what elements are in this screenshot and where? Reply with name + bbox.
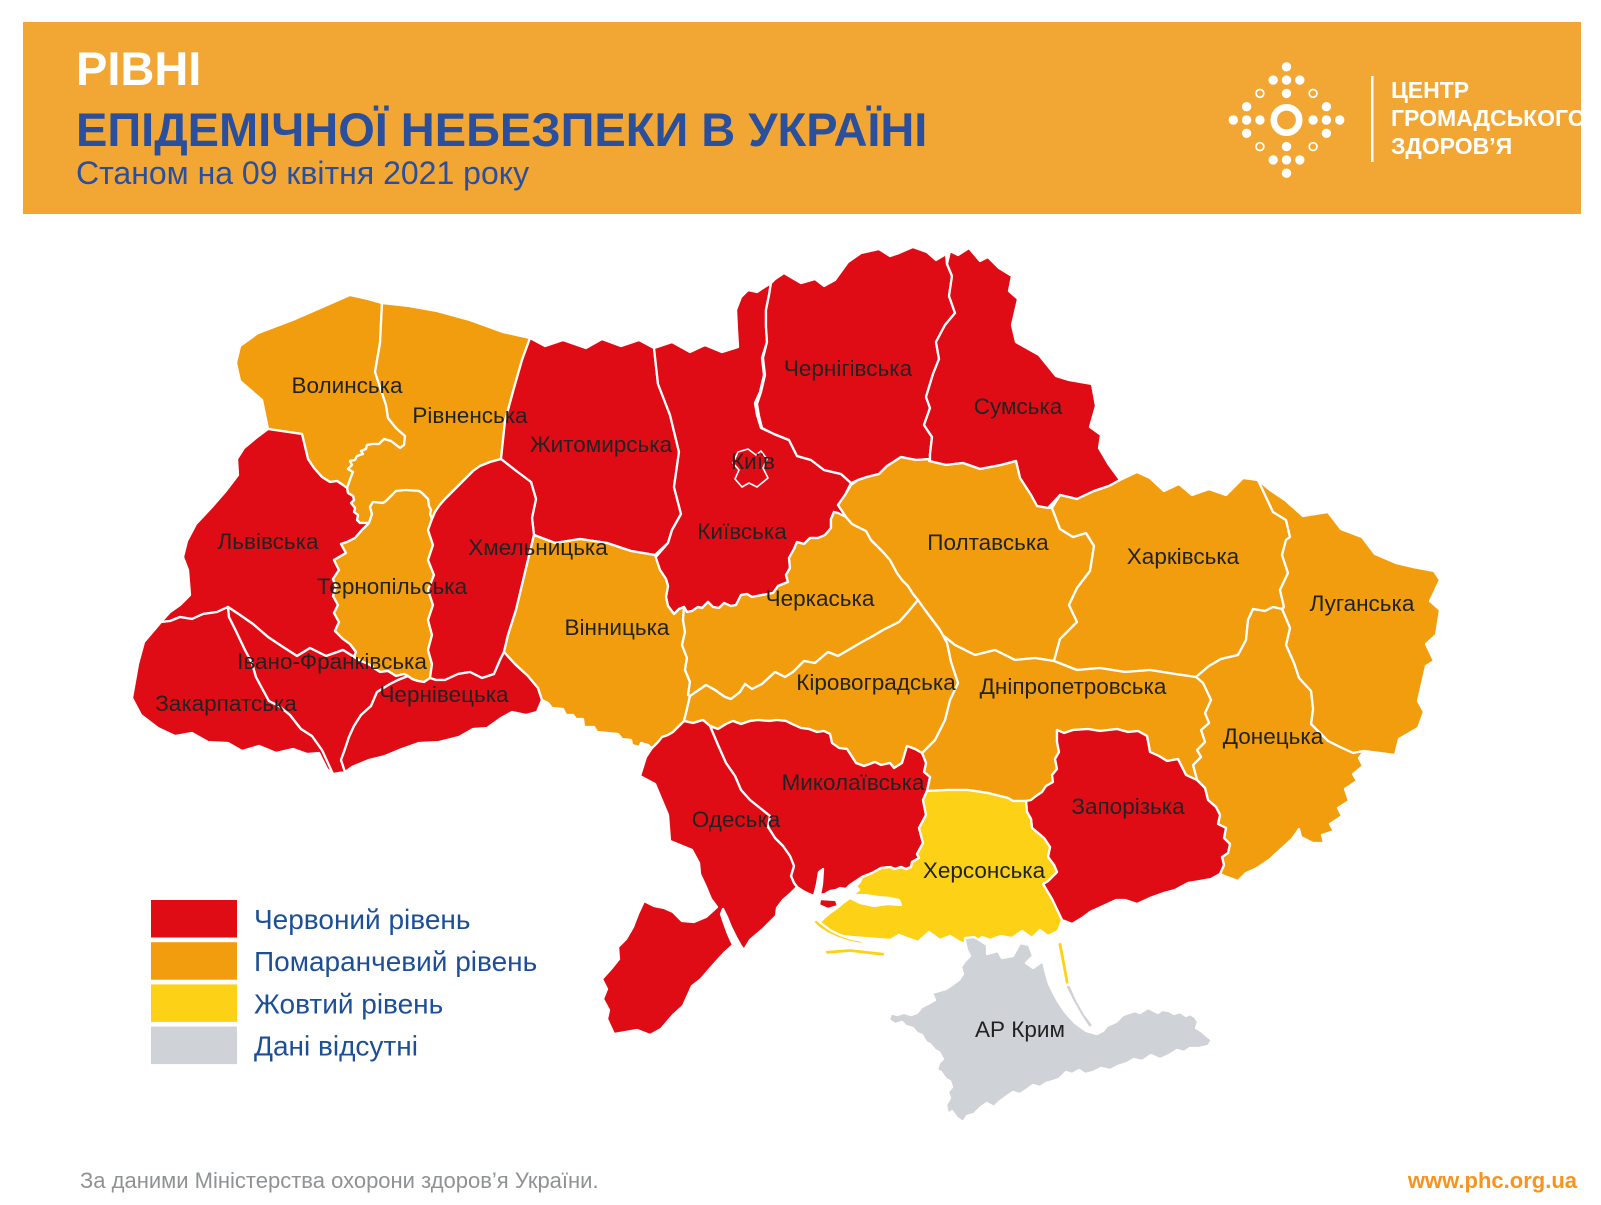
svg-text:ГРОМАДСЬКОГО: ГРОМАДСЬКОГО <box>1391 105 1586 131</box>
svg-text:РІВНІ: РІВНІ <box>76 42 201 95</box>
svg-text:Київська: Київська <box>697 519 787 544</box>
svg-text:Дані відсутні: Дані відсутні <box>254 1031 418 1062</box>
svg-text:Донецька: Донецька <box>1223 724 1324 749</box>
svg-text:Івано-Франківська: Івано-Франківська <box>237 649 427 674</box>
svg-text:Закарпатська: Закарпатська <box>155 691 297 716</box>
svg-text:Дніпропетровська: Дніпропетровська <box>980 674 1167 699</box>
svg-text:ЦЕНТР: ЦЕНТР <box>1391 77 1469 103</box>
svg-text:Львівська: Львівська <box>218 529 319 554</box>
svg-text:Харківська: Харківська <box>1127 544 1240 569</box>
svg-text:Станом на 09 квітня 2021 року: Станом на 09 квітня 2021 року <box>76 155 529 191</box>
svg-text:АР Крим: АР Крим <box>975 1017 1065 1042</box>
svg-text:Сумська: Сумська <box>974 394 1063 419</box>
svg-text:Чернівецька: Чернівецька <box>379 682 509 707</box>
svg-text:Волинська: Волинська <box>292 373 403 398</box>
svg-text:Київ: Київ <box>731 449 775 474</box>
svg-text:Запорізька: Запорізька <box>1071 794 1185 819</box>
svg-text:www.phc.org.ua: www.phc.org.ua <box>1407 1168 1578 1193</box>
svg-text:Житомирська: Житомирська <box>530 432 673 457</box>
svg-text:Хмельницька: Хмельницька <box>468 535 608 560</box>
svg-text:Миколаївська: Миколаївська <box>782 770 925 795</box>
svg-text:Рівненська: Рівненська <box>412 403 528 428</box>
svg-text:Черкаська: Черкаська <box>766 586 875 611</box>
svg-text:Вінницька: Вінницька <box>565 615 670 640</box>
svg-text:ЗДОРОВ’Я: ЗДОРОВ’Я <box>1391 133 1512 159</box>
svg-text:ЕПІДЕМІЧНОЇ НЕБЕЗПЕКИ В УКРАЇН: ЕПІДЕМІЧНОЇ НЕБЕЗПЕКИ В УКРАЇНІ <box>76 103 927 156</box>
svg-text:Луганська: Луганська <box>1310 591 1415 616</box>
svg-text:Полтавська: Полтавська <box>927 530 1049 555</box>
svg-text:Одеська: Одеська <box>692 807 781 832</box>
svg-text:Жовтий рівень: Жовтий рівень <box>254 988 443 1019</box>
svg-text:Херсонська: Херсонська <box>923 858 1046 883</box>
svg-text:Червоний рівень: Червоний рівень <box>254 904 470 935</box>
svg-text:Кіровоградська: Кіровоградська <box>796 670 956 695</box>
svg-text:Помаранчевий рівень: Помаранчевий рівень <box>254 946 537 977</box>
svg-text:Тернопільська: Тернопільська <box>317 574 468 599</box>
svg-text:Чернігівська: Чернігівська <box>784 356 913 381</box>
svg-text:За даними Міністерства охорони: За даними Міністерства охорони здоров’я … <box>80 1168 599 1193</box>
